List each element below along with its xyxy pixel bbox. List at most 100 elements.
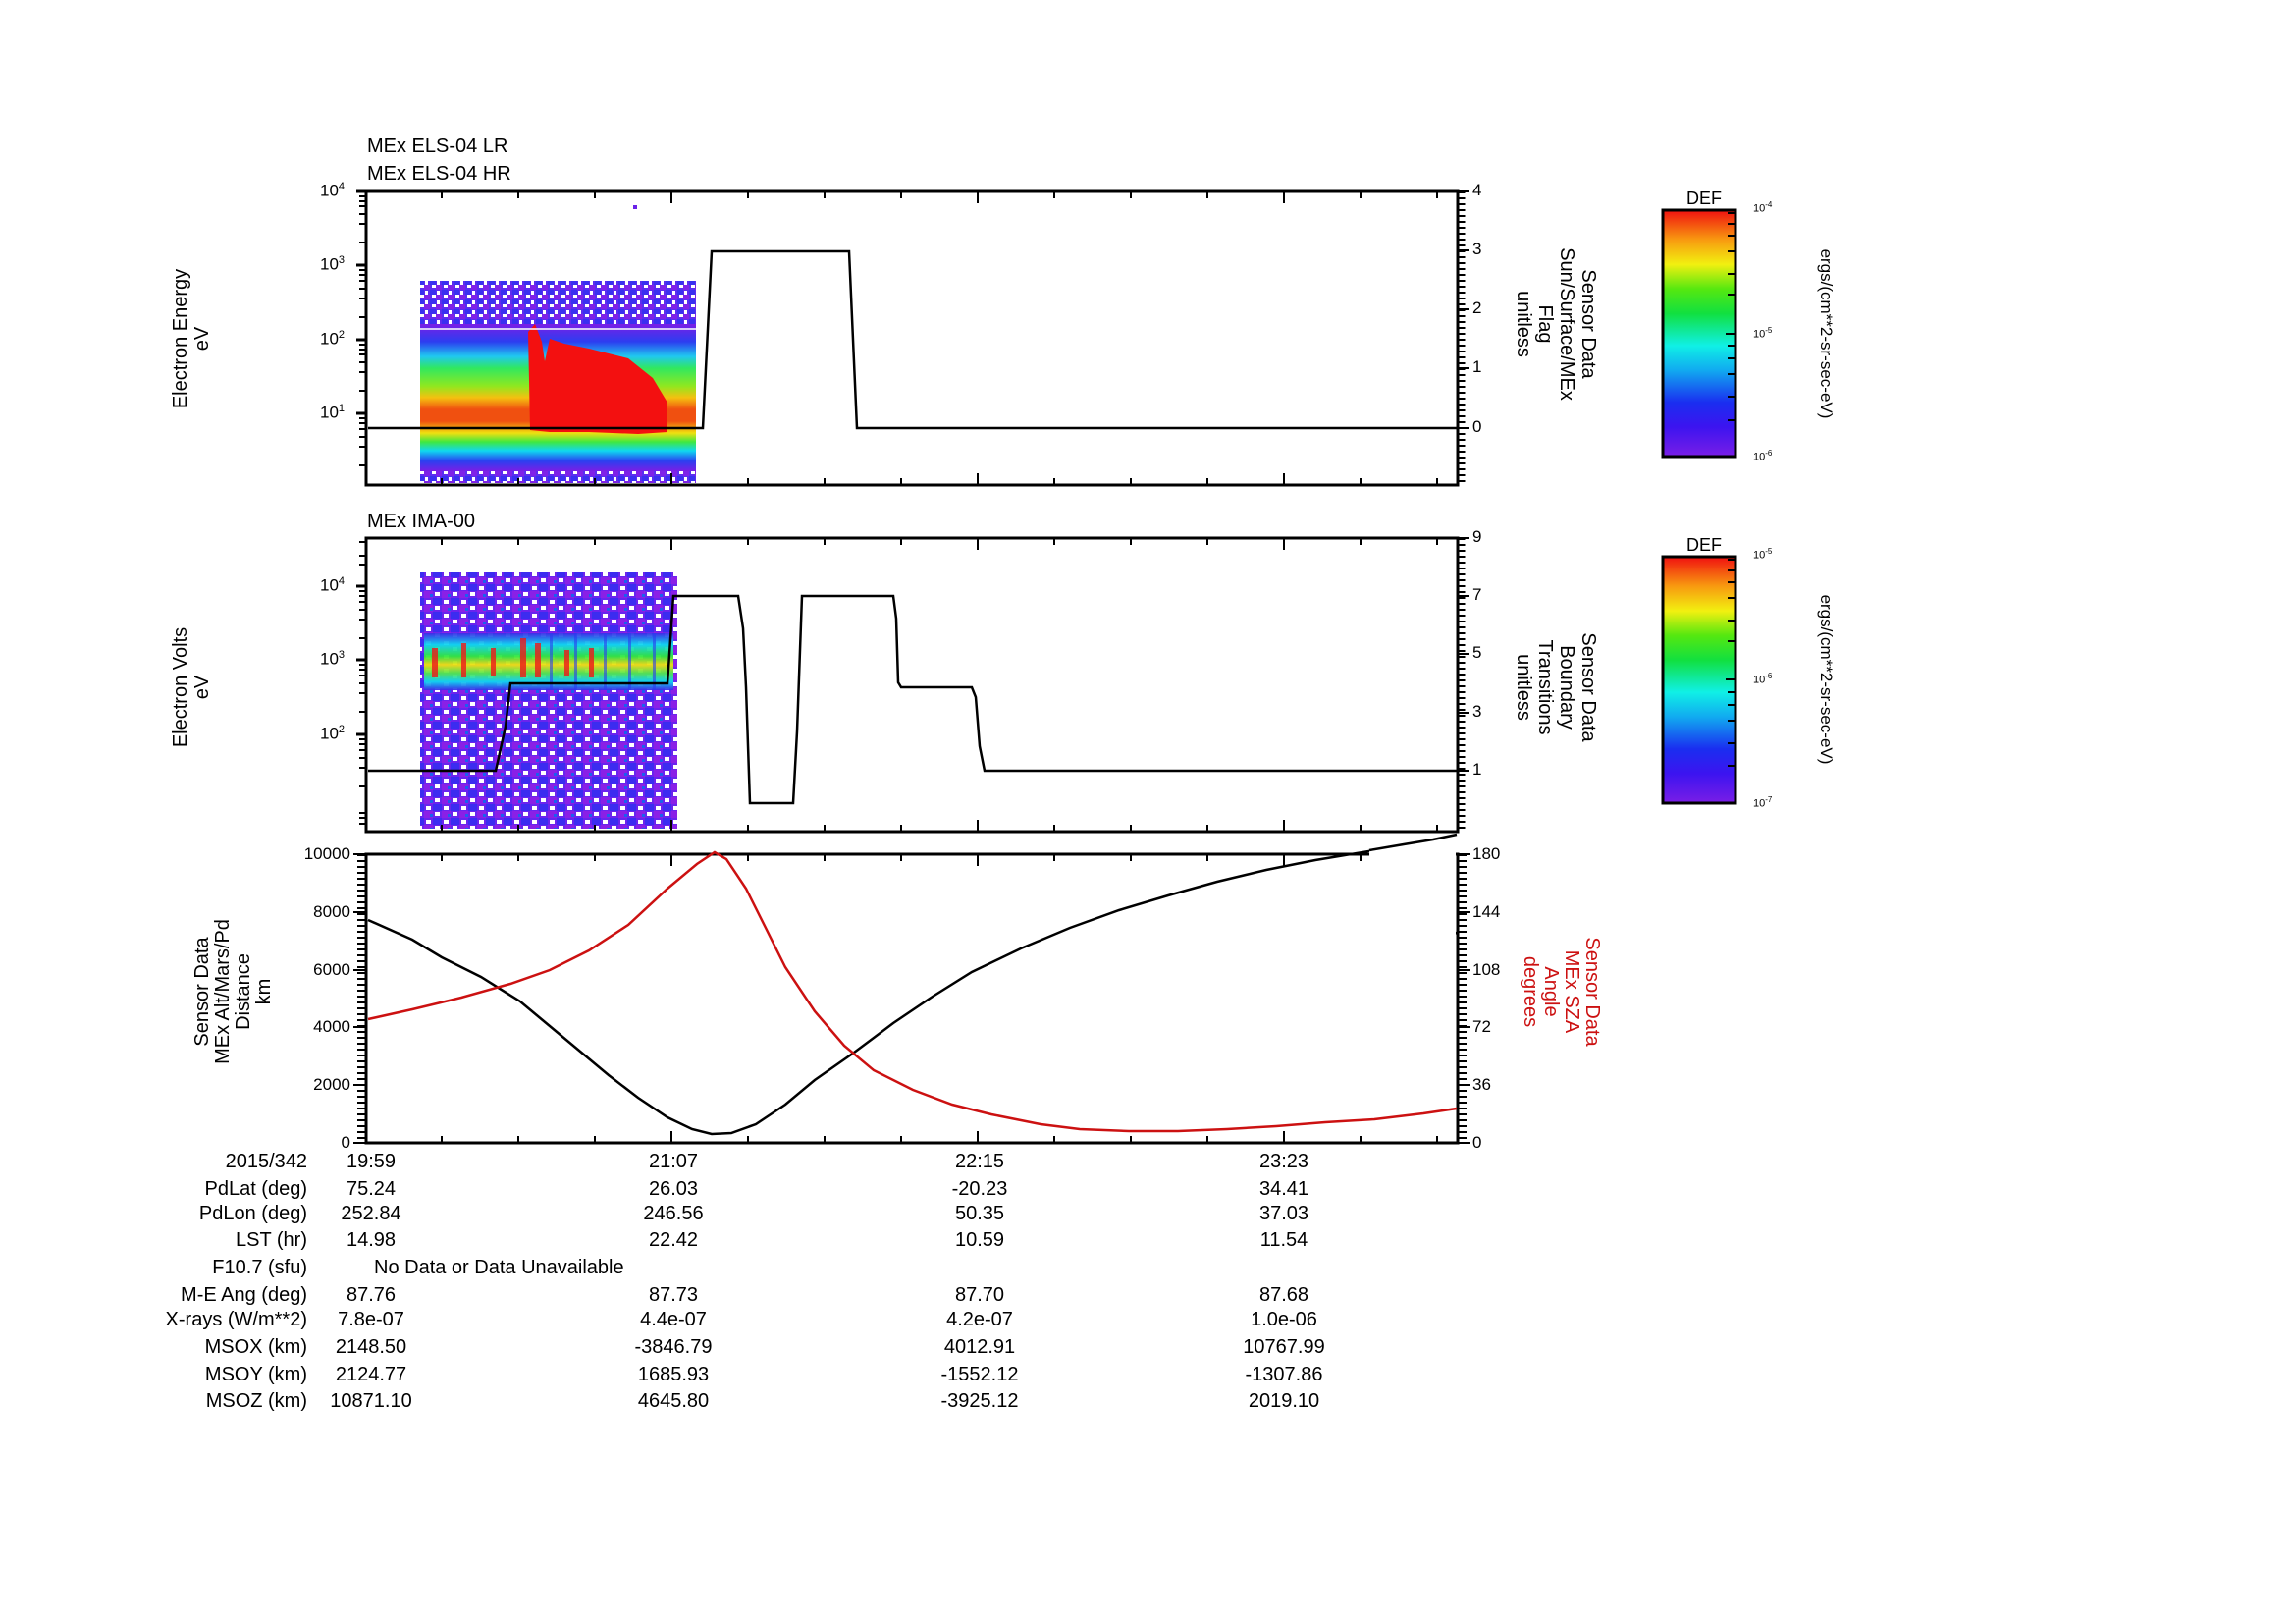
eph-msox-0: 2148.50 — [335, 1336, 407, 1358]
els-left-ticks — [356, 189, 366, 415]
els-rtick-2: 2 — [1472, 298, 1482, 317]
colorbar-els-title: DEF — [1686, 189, 1722, 208]
eph-msoz-0: 10871.10 — [330, 1390, 412, 1412]
orbit-rtick-144: 144 — [1472, 902, 1501, 921]
eph-f107-note: No Data or Data Unavailable — [374, 1257, 624, 1278]
els-spectrogram — [420, 281, 696, 483]
eph-label-msox: MSOX (km) — [204, 1336, 307, 1358]
ima-boundary-line — [368, 594, 1457, 805]
eph-xrays-1: 4.4e-07 — [640, 1309, 707, 1330]
eph-pdlat-1: 26.03 — [648, 1178, 699, 1200]
ima-left-minor-ticks — [359, 541, 366, 825]
els-yaxis-title: Electron Energy eV — [170, 268, 213, 409]
els-rtick-4: 4 — [1472, 181, 1482, 199]
els-time-ticks — [441, 191, 1438, 485]
eph-msox-2: 4012.91 — [943, 1336, 1016, 1358]
orbit-ytick-2000: 2000 — [313, 1075, 350, 1094]
eph-msox-3: 10767.99 — [1243, 1336, 1325, 1358]
eph-pdlon-0: 252.84 — [341, 1203, 401, 1224]
ima-plot-frame — [364, 536, 1460, 834]
colorbar-ima-title: DEF — [1686, 535, 1722, 555]
eph-label-me-ang: M-E Ang (deg) — [181, 1284, 307, 1306]
eph-msoy-1: 1685.93 — [637, 1364, 710, 1385]
orbit-ytick-10000: 10000 — [303, 844, 350, 863]
els-right-axis-title: Sensor Data Sun/Surface/MEx Flag unitles… — [1513, 247, 1599, 401]
colorbar-ima-tick-max: 10-5 — [1753, 547, 1773, 562]
eph-label-pdlat: PdLat (deg) — [204, 1178, 307, 1200]
eph-label-date: 2015/342 — [225, 1151, 307, 1172]
orbit-right-axis-title: Sensor Data MEx SZA Angle degrees — [1520, 937, 1603, 1047]
eph-msoy-3: -1307.86 — [1245, 1364, 1323, 1385]
eph-pdlon-1: 246.56 — [643, 1203, 704, 1224]
eph-lst-1: 22.42 — [648, 1229, 699, 1251]
eph-msoy-0: 2124.77 — [335, 1364, 407, 1385]
panel1-title-lr: MEx ELS-04 LR — [367, 135, 508, 157]
colorbar-ima-tick-min: 10-7 — [1753, 795, 1773, 810]
eph-label-msoy: MSOY (km) — [204, 1364, 307, 1385]
eph-time-2: 22:15 — [954, 1151, 1005, 1172]
eph-xrays-3: 1.0e-06 — [1251, 1309, 1317, 1330]
eph-lst-0: 14.98 — [346, 1229, 397, 1251]
orbit-ytick-4000: 4000 — [313, 1017, 350, 1036]
eph-time-0: 19:59 — [346, 1151, 397, 1172]
orbit-plot-frame — [364, 852, 1460, 1145]
els-ytick-1e2: 102 — [320, 329, 346, 349]
ima-yaxis-title: Electron Volts eV — [170, 626, 213, 748]
colorbar-ima-ticks — [1726, 559, 1735, 767]
colorbar-ima-unit: ergs/(cm**2-sr-sec-eV) — [1817, 594, 1836, 765]
eph-time-3: 23:23 — [1258, 1151, 1309, 1172]
eph-msoz-3: 2019.10 — [1248, 1390, 1320, 1412]
eph-me-ang-2: 87.70 — [954, 1284, 1005, 1306]
eph-label-pdlon: PdLon (deg) — [198, 1203, 307, 1224]
ima-spectrogram — [420, 572, 677, 829]
orbit-rtick-108: 108 — [1472, 960, 1501, 979]
orbit-rtick-0: 0 — [1472, 1133, 1482, 1152]
eph-xrays-2: 4.2e-07 — [946, 1309, 1013, 1330]
els-rtick-3: 3 — [1472, 240, 1482, 258]
ima-left-ticks — [356, 584, 366, 736]
ima-rtick-7: 7 — [1472, 585, 1482, 604]
els-ytick-1e1: 101 — [320, 403, 346, 422]
eph-pdlat-0: 75.24 — [346, 1178, 397, 1200]
eph-pdlon-3: 37.03 — [1258, 1203, 1309, 1224]
els-rtick-1: 1 — [1472, 357, 1482, 376]
ima-rtick-5: 5 — [1472, 643, 1482, 662]
ima-time-ticks — [441, 538, 1438, 832]
ima-right-axis-title: Sensor Data Boundary Transitions unitles… — [1513, 632, 1599, 742]
eph-msoz-2: -3925.12 — [940, 1390, 1019, 1412]
eph-msoz-1: 4645.80 — [637, 1390, 710, 1412]
eph-msox-1: -3846.79 — [634, 1336, 713, 1358]
eph-me-ang-3: 87.68 — [1258, 1284, 1309, 1306]
eph-msoy-2: -1552.12 — [940, 1364, 1019, 1385]
ima-rtick-9: 9 — [1472, 527, 1482, 546]
colorbar-els-unit: ergs/(cm**2-sr-sec-eV) — [1817, 248, 1836, 419]
eph-label-msoz: MSOZ (km) — [205, 1390, 307, 1412]
orbit-ytick-0: 0 — [341, 1133, 350, 1152]
eph-pdlat-3: 34.41 — [1258, 1178, 1309, 1200]
eph-pdlon-2: 50.35 — [954, 1203, 1005, 1224]
eph-lst-3: 11.54 — [1259, 1229, 1308, 1251]
els-rtick-0: 0 — [1472, 417, 1482, 436]
eph-label-xrays: X-rays (W/m**2) — [165, 1309, 307, 1330]
eph-lst-2: 10.59 — [954, 1229, 1005, 1251]
colorbar-ima-tick-mid: 10-6 — [1753, 672, 1773, 686]
panel1-title-hr: MEx ELS-04 HR — [367, 163, 511, 185]
els-ytick-1e3: 103 — [320, 254, 346, 274]
orbit-ytick-6000: 6000 — [313, 960, 350, 979]
colorbar-els-tick-max: 10-4 — [1753, 200, 1773, 215]
ima-rtick-3: 3 — [1472, 702, 1482, 721]
eph-me-ang-1: 87.73 — [648, 1284, 699, 1306]
ima-ytick-1e3: 103 — [320, 649, 346, 669]
eph-me-ang-0: 87.76 — [346, 1284, 397, 1306]
els-ytick-1e4: 104 — [320, 181, 346, 200]
ima-ytick-1e2: 102 — [320, 724, 346, 743]
els-left-minor-ticks — [359, 195, 366, 466]
ephemeris-table: 2015/342 19:59 21:07 22:15 23:23 PdLat (… — [0, 1147, 2296, 1441]
orbit-rtick-180: 180 — [1472, 844, 1501, 863]
eph-xrays-0: 7.8e-07 — [338, 1309, 404, 1330]
sza-line — [367, 850, 1458, 1133]
orbit-ytick-8000: 8000 — [313, 902, 350, 921]
colorbar-els-ticks — [1726, 212, 1735, 421]
